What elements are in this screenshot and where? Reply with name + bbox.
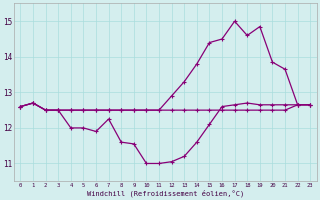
X-axis label: Windchill (Refroidissement éolien,°C): Windchill (Refroidissement éolien,°C) bbox=[87, 189, 244, 197]
